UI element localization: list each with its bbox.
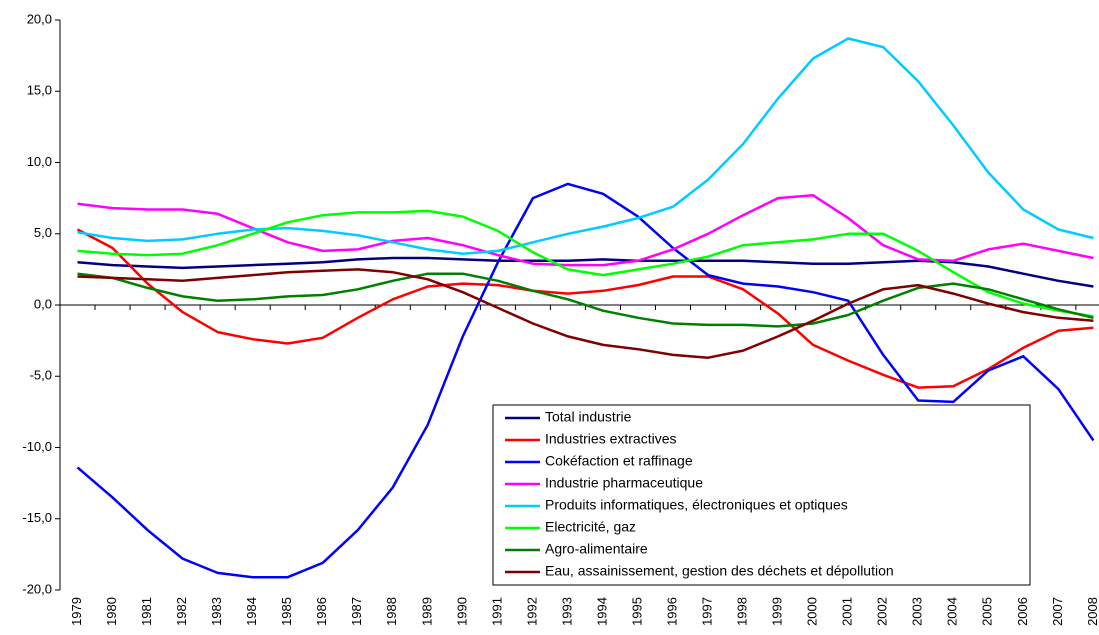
legend-label: Agro-alimentaire [545,541,648,557]
x-tick-label: 1981 [139,597,154,626]
x-tick-label: 2001 [840,597,855,626]
x-tick-label: 2000 [805,597,820,626]
legend-box [492,404,1031,586]
y-tick-label: 20,0 [27,11,52,26]
series-line [77,209,1094,318]
x-tick-label: 1982 [174,597,189,626]
legend: Total industrie Industries extractives Cok… [492,404,1031,586]
y-tick-label: 10,0 [27,154,52,169]
legend-label: Eau, assainissement, gestion des déchets… [545,563,894,579]
legend-label: Industrie pharmaceutique [545,475,703,491]
x-tick-label: 1999 [770,597,785,626]
legend-label: Cokéfaction et raffinage [545,453,693,469]
x-tick-label: 1989 [419,597,434,626]
y-tick-label: 5,0 [34,225,52,240]
series-line [76,228,1094,389]
x-tick-label: 1996 [664,597,679,626]
x-tick-label: 1985 [279,597,294,626]
x-tick-label: 1980 [104,597,119,626]
x-tick-label: 1984 [244,597,259,626]
legend-label: Produits informatiques, électroniques et… [545,497,848,513]
y-tick-label: -20,0 [22,581,52,596]
y-tick-label: 0,0 [34,296,52,311]
x-tick-label: 1983 [209,597,224,626]
x-tick-label: 1994 [594,597,609,626]
x-tick-label: 1991 [489,597,504,626]
x-tick-label: 2008 [1085,597,1099,626]
x-tick-label: 1997 [699,597,714,626]
x-tick-label: 1993 [559,597,574,626]
x-tick-label: 2002 [875,597,890,626]
x-tick-label: 2004 [945,597,960,626]
series-line [76,182,1095,579]
y-tick-label: -10,0 [22,439,52,454]
y-tick-label: -5,0 [30,368,52,383]
legend-label: Electricité, gaz [545,519,636,535]
series-line [77,37,1094,255]
x-tick-label: 1998 [735,597,750,626]
x-tick-label: 1992 [524,597,539,626]
legend-label: Industries extractives [545,431,677,447]
x-tick-label: 1988 [384,597,399,626]
series-line [77,194,1094,267]
x-tick-label: 2007 [1050,597,1065,626]
legend-label: Total industrie [545,409,632,425]
series-line [77,268,1094,359]
y-tick-label: -15,0 [22,510,52,525]
x-tick-label: 1990 [454,597,469,626]
x-tick-label: 1986 [314,597,329,626]
x-tick-label: 1987 [349,597,364,626]
x-tick-label: 1979 [69,597,84,626]
series-line [77,272,1094,328]
x-tick-label: 2006 [1015,597,1030,626]
x-tick-label: 1995 [629,597,644,626]
x-tick-label: 2005 [980,597,995,626]
y-tick-label: 15,0 [27,83,52,98]
x-tick-label: 2003 [910,597,925,626]
series-line [77,256,1094,288]
